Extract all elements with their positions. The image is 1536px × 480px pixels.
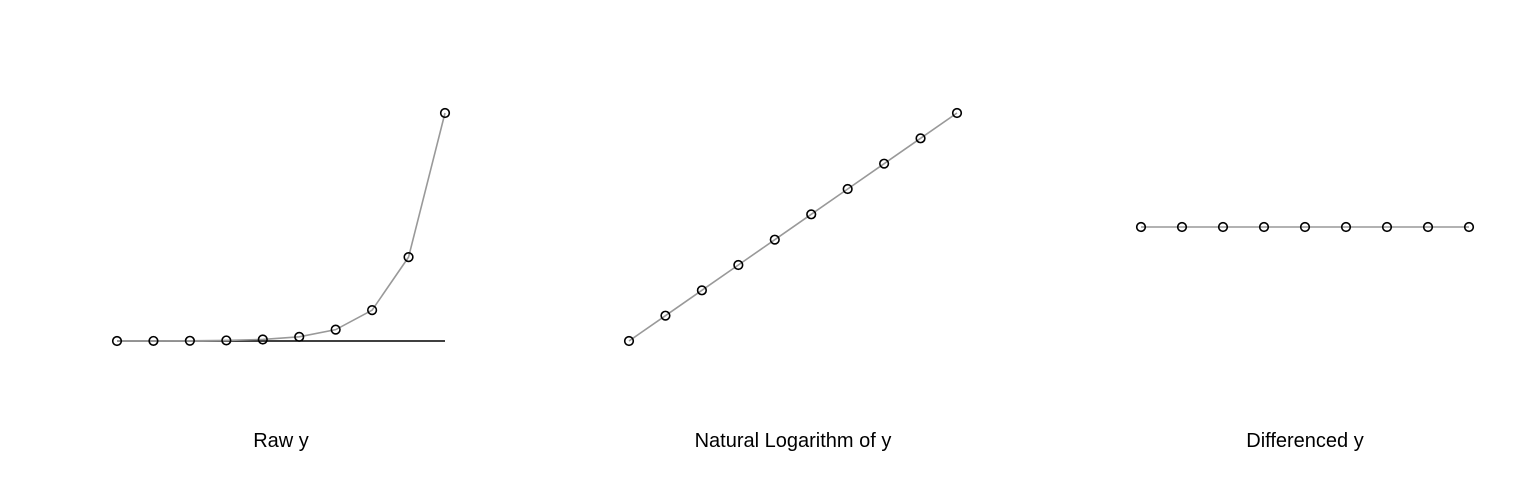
data-point <box>1217 221 1229 233</box>
data-point <box>294 331 305 342</box>
panel-raw: Raw y <box>111 107 451 452</box>
data-point <box>1258 221 1270 233</box>
panel-title: Natural Logarithm of y <box>695 430 892 452</box>
series-line <box>628 112 958 342</box>
data-point <box>403 252 414 263</box>
data-point <box>367 305 378 316</box>
data-point <box>769 234 780 245</box>
data-point <box>221 335 232 346</box>
data-point <box>1381 221 1393 233</box>
data-point <box>660 310 671 321</box>
data-point <box>879 158 890 169</box>
data-point <box>951 107 963 119</box>
data-point <box>1422 221 1434 233</box>
panel-title: Differenced y <box>1246 430 1363 452</box>
data-point <box>842 183 853 195</box>
data-point <box>184 335 195 346</box>
data-point <box>111 335 123 347</box>
panel-title: Raw y <box>253 430 309 452</box>
data-point <box>1135 221 1147 233</box>
series-line <box>116 112 446 342</box>
data-point <box>915 133 926 144</box>
data-point <box>806 209 817 220</box>
data-point <box>1340 221 1352 233</box>
data-point <box>696 285 707 296</box>
data-point <box>148 335 159 347</box>
data-point <box>1299 221 1311 233</box>
data-point <box>1176 221 1188 233</box>
data-point <box>330 324 341 335</box>
data-point <box>257 334 268 345</box>
data-point <box>733 259 744 271</box>
data-point <box>1463 221 1475 233</box>
panel-differenced: Differenced y <box>1135 221 1475 452</box>
data-point <box>439 107 451 119</box>
panel-log: Natural Logarithm of y <box>623 107 963 452</box>
data-point <box>623 335 635 347</box>
